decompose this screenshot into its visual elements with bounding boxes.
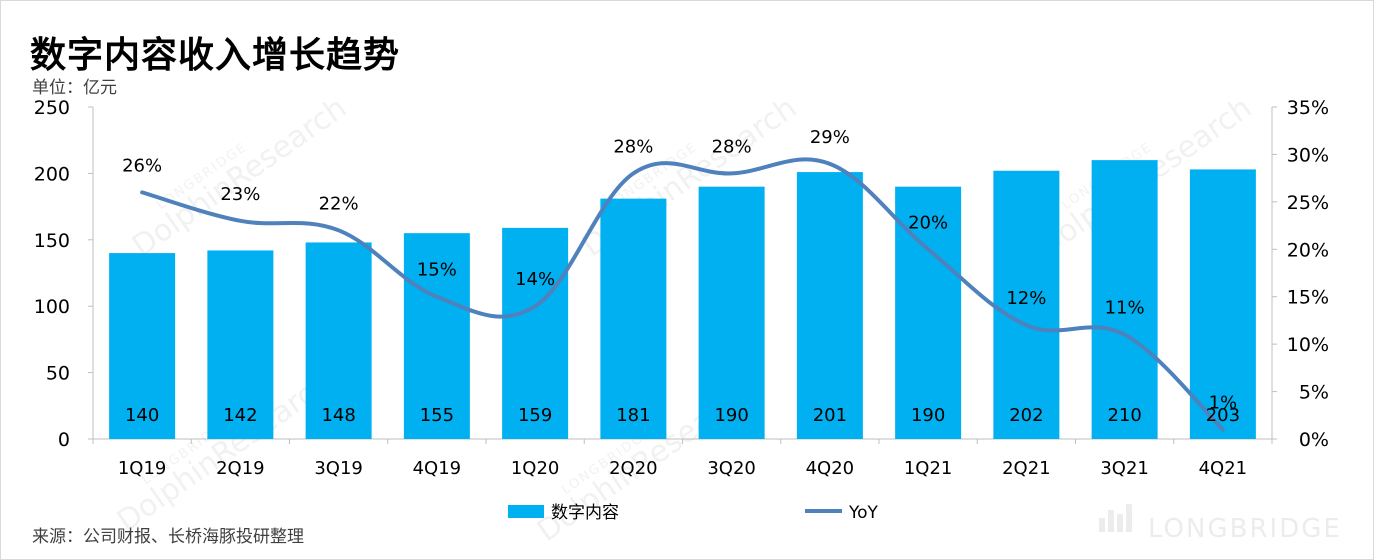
y-left-tick-label: 100 xyxy=(34,296,70,318)
yoy-data-label: 15% xyxy=(417,260,457,281)
yoy-data-label: 23% xyxy=(220,184,260,205)
yoy-data-label: 11% xyxy=(1105,298,1145,319)
y-right-tick-label: 30% xyxy=(1287,144,1329,166)
logo-bar-icon xyxy=(1126,504,1132,532)
yoy-data-label: 14% xyxy=(515,269,555,290)
legend: 数字内容 YoY xyxy=(508,503,879,523)
legend-bar-label: 数字内容 xyxy=(551,503,619,523)
x-tick-label: 4Q19 xyxy=(413,458,462,479)
x-tick-label: 2Q21 xyxy=(1002,458,1051,479)
bar-value-label: 203 xyxy=(1206,405,1240,426)
y-left-tick-label: 250 xyxy=(34,97,70,119)
bar xyxy=(796,172,863,439)
y-left-tick-label: 200 xyxy=(34,163,70,185)
labels-layer: 140 142 148 155 159 181 190 201 190 202 210 203 26% 2… xyxy=(122,127,1240,426)
logo-bar-icon xyxy=(1117,514,1123,532)
bar-value-label: 140 xyxy=(125,405,159,426)
y-right-tick-label: 25% xyxy=(1287,192,1329,214)
bar-value-label: 190 xyxy=(714,405,748,426)
bar xyxy=(207,250,274,439)
x-tick-label: 1Q20 xyxy=(511,458,560,479)
yoy-data-label: 1% xyxy=(1209,393,1238,414)
y-right-tick-label: 10% xyxy=(1287,334,1329,356)
bar-value-label: 201 xyxy=(813,405,847,426)
bar xyxy=(1189,169,1256,439)
bar xyxy=(993,170,1060,439)
bar-value-label: 142 xyxy=(223,405,257,426)
bar xyxy=(305,242,372,439)
bar-value-label: 181 xyxy=(616,405,650,426)
bar xyxy=(698,186,765,439)
y-right-tick-label: 20% xyxy=(1287,239,1329,261)
legend-bar-swatch xyxy=(508,505,544,518)
bar-value-label: 190 xyxy=(911,405,945,426)
y-right-tick-label: 35% xyxy=(1287,97,1329,119)
x-tick-label: 4Q20 xyxy=(806,458,855,479)
logo-bar-icon xyxy=(1099,518,1105,532)
y-left-tick-label: 150 xyxy=(34,230,70,252)
source-note: 来源：公司财报、长桥海豚投研整理 xyxy=(32,527,304,547)
y-left-tick-label: 50 xyxy=(46,363,70,385)
bar-value-label: 159 xyxy=(518,405,552,426)
yoy-data-label: 28% xyxy=(613,136,653,157)
logo-text: LONGBRIDGE xyxy=(1148,514,1342,544)
logo-bar-icon xyxy=(1108,510,1114,532)
bar xyxy=(600,198,667,439)
bar xyxy=(1091,160,1158,439)
x-tick-label: 1Q21 xyxy=(904,458,953,479)
bar-value-label: 155 xyxy=(420,405,454,426)
yoy-data-label: 20% xyxy=(908,212,948,233)
bar xyxy=(502,227,569,439)
x-tick-label: 2Q20 xyxy=(609,458,658,479)
longbridge-logo: LONGBRIDGE xyxy=(1099,504,1342,544)
yoy-data-label: 26% xyxy=(122,155,162,176)
y-right-tick-label: 0% xyxy=(1299,429,1329,451)
yoy-line xyxy=(140,157,1225,432)
bar xyxy=(109,253,176,439)
unit-label: 单位：亿元 xyxy=(32,78,117,98)
legend-line-label: YoY xyxy=(848,503,879,523)
y-right-tick-label: 5% xyxy=(1299,382,1329,404)
x-tick-label: 2Q19 xyxy=(216,458,265,479)
line-layer xyxy=(140,157,1225,432)
bar-value-label: 210 xyxy=(1107,405,1141,426)
y-left-tick-label: 0 xyxy=(58,429,70,451)
axes-layer: 0 50 100 150 200 250 0% 5% 10% 15% 20% 25% 30% 35% 1Q1… xyxy=(34,97,1329,479)
bar xyxy=(403,233,470,439)
bar-value-label: 202 xyxy=(1009,405,1043,426)
y-right-tick-label: 15% xyxy=(1287,287,1329,309)
yoy-data-label: 12% xyxy=(1006,288,1046,309)
yoy-data-label: 29% xyxy=(810,127,850,148)
x-tick-label: 3Q19 xyxy=(314,458,363,479)
x-tick-label: 1Q19 xyxy=(118,458,167,479)
yoy-data-label: 28% xyxy=(712,136,752,157)
x-tick-label: 4Q21 xyxy=(1199,458,1248,479)
x-tick-label: 3Q20 xyxy=(707,458,756,479)
yoy-data-label: 22% xyxy=(319,193,359,214)
bar-value-label: 148 xyxy=(321,405,355,426)
chart-title: 数字内容收入增长趋势 xyxy=(30,35,401,76)
x-tick-label: 3Q21 xyxy=(1100,458,1149,479)
bars-layer xyxy=(109,160,1256,439)
watermark-text: DolphinResearch xyxy=(126,90,353,264)
